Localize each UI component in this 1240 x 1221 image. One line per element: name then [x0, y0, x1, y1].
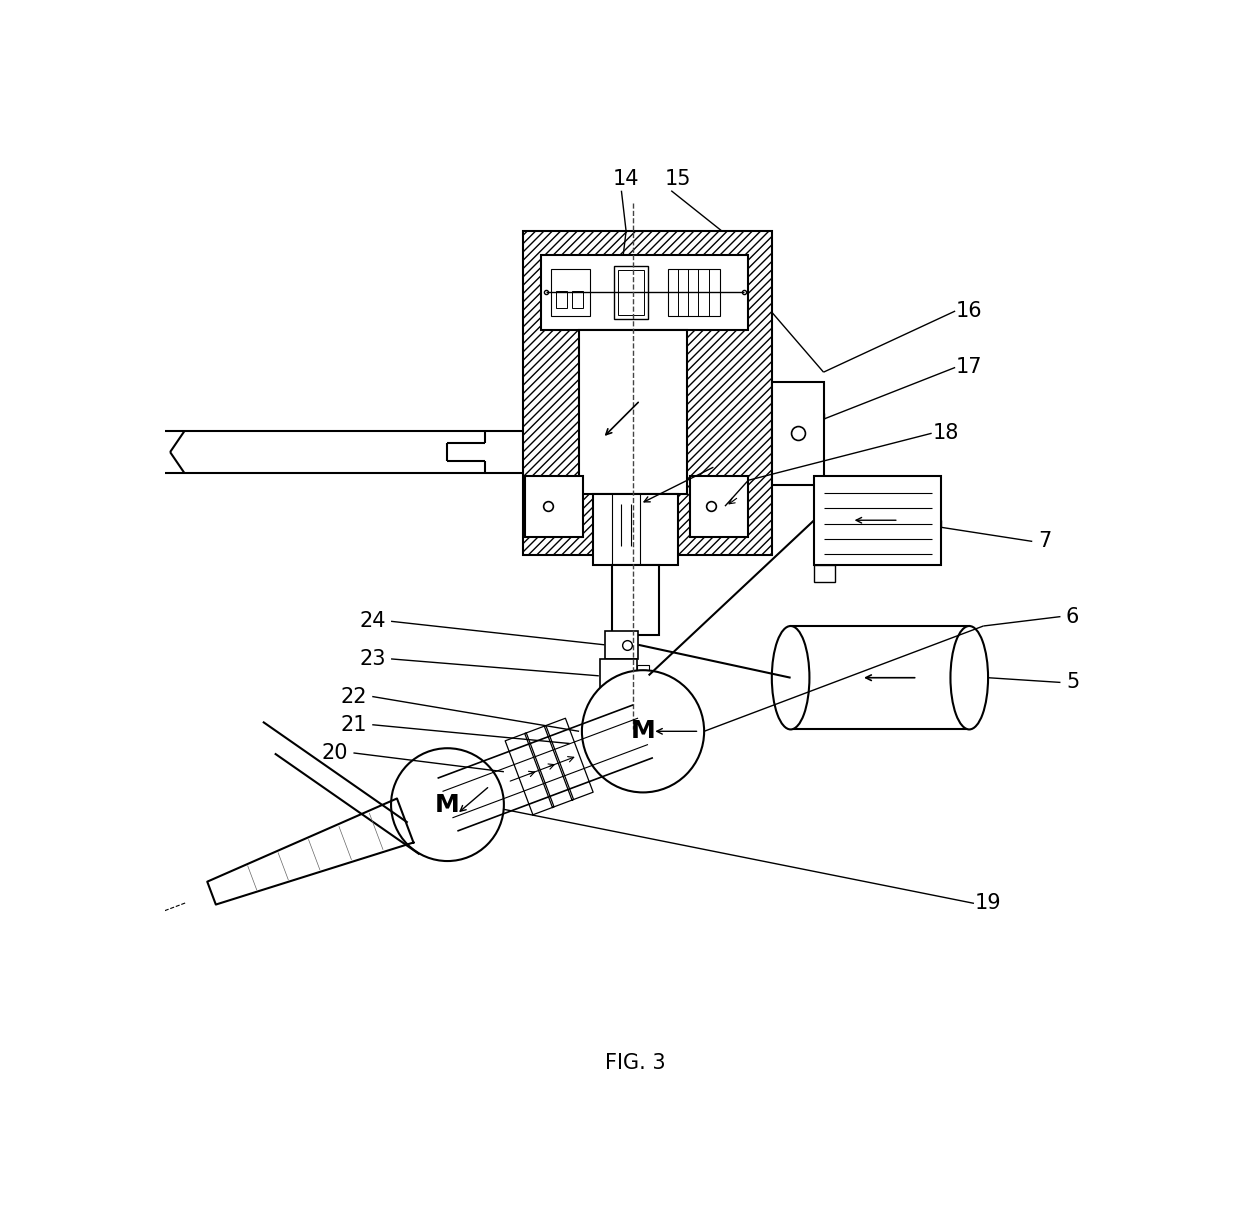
Text: 21: 21	[340, 714, 367, 735]
Ellipse shape	[950, 626, 988, 729]
Text: M: M	[631, 719, 656, 744]
Ellipse shape	[771, 626, 810, 729]
Bar	[668, 269, 720, 316]
Bar	[771, 381, 823, 485]
Bar	[556, 292, 567, 308]
Text: 14: 14	[613, 170, 640, 189]
Bar	[613, 565, 658, 635]
Bar	[618, 270, 644, 315]
Bar	[525, 475, 583, 537]
Text: 16: 16	[956, 302, 982, 321]
Bar	[637, 665, 649, 685]
Text: 22: 22	[340, 686, 367, 707]
Text: 19: 19	[975, 894, 1002, 913]
Bar	[572, 292, 583, 308]
Bar	[689, 475, 748, 537]
Text: 18: 18	[932, 424, 959, 443]
Bar	[815, 475, 941, 565]
Bar	[551, 269, 590, 316]
Bar	[600, 659, 637, 692]
Bar	[815, 565, 835, 582]
Circle shape	[582, 670, 704, 792]
Bar	[791, 626, 970, 729]
Text: 6: 6	[1066, 607, 1079, 626]
Text: M: M	[435, 792, 460, 817]
Text: 7: 7	[1038, 531, 1052, 552]
Text: FIG. 3: FIG. 3	[605, 1054, 666, 1073]
Text: 5: 5	[1066, 673, 1079, 692]
Circle shape	[391, 748, 503, 861]
Bar	[614, 266, 647, 319]
Text: 17: 17	[956, 358, 982, 377]
Bar	[593, 495, 678, 565]
Bar	[579, 330, 687, 495]
Text: 15: 15	[665, 170, 691, 189]
Bar	[605, 631, 639, 659]
Text: 24: 24	[360, 612, 386, 631]
Bar	[542, 255, 748, 330]
Text: 20: 20	[321, 742, 348, 763]
Bar	[523, 231, 771, 556]
Text: 23: 23	[360, 648, 386, 669]
